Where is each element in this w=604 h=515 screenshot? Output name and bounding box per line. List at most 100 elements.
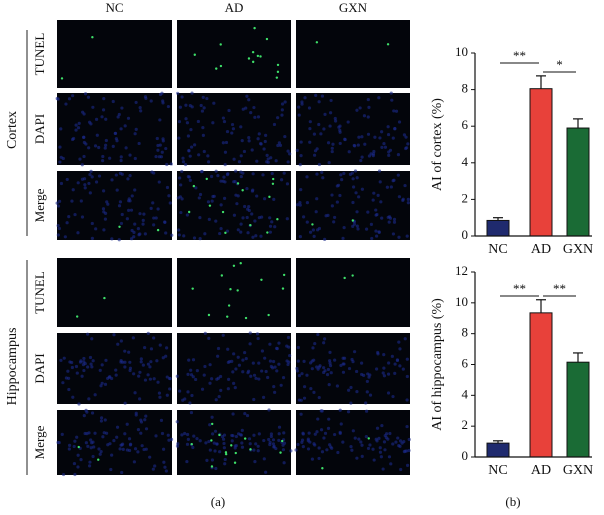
nucleus xyxy=(269,434,273,439)
nucleus xyxy=(308,120,312,124)
nucleus xyxy=(286,335,291,340)
nucleus xyxy=(178,176,182,180)
nucleus xyxy=(305,201,310,205)
nucleus xyxy=(277,341,281,345)
nucleus xyxy=(90,441,94,445)
nucleus xyxy=(158,92,163,97)
nucleus xyxy=(97,174,102,178)
nucleus xyxy=(163,465,167,469)
nucleus xyxy=(398,439,403,443)
tunel-cell xyxy=(91,36,94,39)
nucleus xyxy=(247,204,251,209)
nucleus xyxy=(226,347,230,351)
nucleus xyxy=(223,457,227,462)
nucleus xyxy=(342,225,346,230)
nucleus xyxy=(202,106,206,110)
nucleus xyxy=(286,362,290,367)
nucleus xyxy=(67,97,72,101)
nucleus xyxy=(232,213,237,217)
y-tick-label: 2 xyxy=(462,190,469,205)
tunel-cell xyxy=(210,465,214,468)
nucleus xyxy=(205,96,209,101)
nucleus xyxy=(219,226,223,231)
micrograph xyxy=(57,93,172,165)
nucleus xyxy=(63,235,67,239)
nucleus xyxy=(254,234,258,238)
nucleus xyxy=(351,360,355,364)
nucleus xyxy=(322,436,326,440)
nucleus xyxy=(206,154,210,158)
nucleus xyxy=(152,216,156,220)
nucleus xyxy=(339,363,343,368)
tunel-cell xyxy=(275,76,279,79)
tunel-cell xyxy=(191,287,194,290)
nucleus xyxy=(285,217,289,221)
nucleus xyxy=(160,150,164,154)
nucleus xyxy=(90,411,95,415)
nucleus xyxy=(302,396,307,400)
nucleus xyxy=(246,371,250,375)
nucleus xyxy=(247,437,252,441)
nucleus xyxy=(114,373,118,377)
nucleus xyxy=(232,157,236,161)
nucleus xyxy=(241,370,245,374)
nucleus xyxy=(371,447,375,451)
nucleus xyxy=(225,229,230,233)
nucleus xyxy=(208,423,212,427)
nucleus xyxy=(306,447,311,451)
nucleus xyxy=(265,160,269,164)
nucleus xyxy=(391,394,395,399)
nucleus xyxy=(401,197,405,201)
nucleus xyxy=(90,337,94,341)
nucleus xyxy=(317,456,321,461)
nucleus xyxy=(371,198,375,202)
micrograph xyxy=(296,171,410,240)
nucleus xyxy=(265,153,269,157)
nucleus xyxy=(219,388,223,392)
nucleus xyxy=(185,442,190,446)
tunel-cell xyxy=(249,448,252,451)
tunel-cell xyxy=(219,43,222,46)
tunel-cell xyxy=(276,217,279,221)
nucleus xyxy=(56,233,60,237)
nucleus xyxy=(239,174,243,179)
nucleus xyxy=(188,154,192,158)
nucleus xyxy=(223,162,227,167)
nucleus xyxy=(68,360,72,364)
nucleus xyxy=(239,222,243,226)
nucleus xyxy=(261,173,265,177)
nucleus xyxy=(114,368,118,372)
nucleus xyxy=(115,139,119,143)
tunel-cell xyxy=(219,64,223,68)
micrograph xyxy=(57,258,172,327)
nucleus xyxy=(125,217,129,221)
nucleus xyxy=(269,156,273,160)
nucleus xyxy=(177,120,182,124)
nucleus xyxy=(315,172,319,176)
nucleus xyxy=(326,367,331,372)
nucleus xyxy=(322,127,326,131)
nucleus xyxy=(100,363,104,367)
nucleus xyxy=(149,99,153,103)
nucleus xyxy=(301,445,305,449)
nucleus xyxy=(67,443,72,447)
nucleus xyxy=(184,117,188,121)
nucleus xyxy=(299,398,303,402)
nucleus xyxy=(288,353,292,358)
nucleus xyxy=(307,431,311,435)
nucleus xyxy=(255,194,259,198)
nucleus xyxy=(150,170,154,174)
nucleus xyxy=(175,420,179,424)
nucleus xyxy=(136,227,141,231)
nucleus xyxy=(97,145,101,150)
nucleus xyxy=(382,374,386,378)
nucleus xyxy=(120,212,124,217)
nucleus xyxy=(152,336,156,340)
nucleus xyxy=(405,398,409,402)
nucleus xyxy=(377,230,381,234)
nucleus xyxy=(347,388,351,392)
tunel-cell xyxy=(282,273,286,277)
nucleus xyxy=(212,441,216,445)
nucleus xyxy=(82,135,86,140)
micrograph xyxy=(177,258,291,327)
